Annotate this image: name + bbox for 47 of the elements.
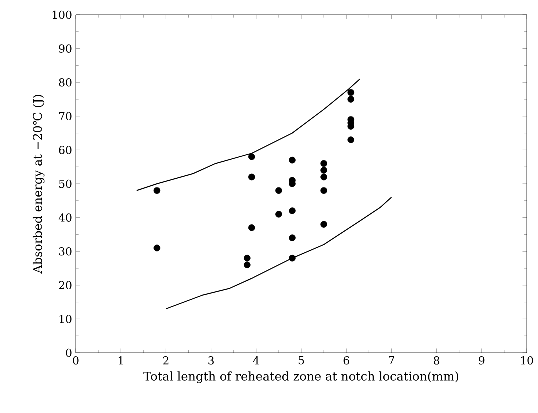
y-tick-label: 20	[59, 281, 72, 290]
y-axis-title: Absorbed energy at −20℃ (J)	[32, 95, 45, 274]
line-series	[166, 197, 392, 310]
point	[289, 234, 296, 242]
y-tick-label: 10	[60, 315, 72, 324]
y-tick-label: 80	[59, 78, 72, 87]
point	[289, 208, 296, 214]
y-tick-label: 60	[59, 146, 72, 154]
point	[244, 262, 251, 269]
point	[248, 224, 256, 232]
x-tick-label: 5	[298, 356, 304, 365]
x-tick-label: 0	[73, 356, 79, 365]
point	[154, 244, 161, 252]
point	[154, 187, 161, 194]
point	[320, 221, 328, 228]
point	[320, 187, 328, 194]
x-tick-label: 6	[344, 356, 350, 365]
point	[348, 96, 354, 103]
x-tick-label: 7	[389, 356, 394, 365]
line-series	[136, 78, 361, 192]
x-tick-label: 10	[521, 356, 534, 365]
point	[276, 187, 282, 194]
point	[248, 174, 256, 181]
y-tick-label: 50	[59, 180, 72, 188]
point	[276, 211, 282, 218]
y-tick-label: 100	[52, 10, 72, 20]
point	[289, 254, 296, 262]
point	[244, 254, 251, 262]
point	[320, 167, 328, 174]
point	[320, 174, 328, 181]
x-axis-title: Total length of reheated zone at notch location(mm)	[144, 372, 458, 384]
y-tick-label: 40	[58, 214, 72, 222]
x-tick-label: 3	[208, 356, 214, 365]
point	[348, 89, 354, 96]
y-tick-label: 30	[59, 247, 72, 256]
y-tick-label: 70	[59, 112, 72, 121]
y-tick-label: 0	[66, 348, 72, 358]
x-tick-label: 1	[118, 356, 124, 365]
y-tick-label: 90	[59, 44, 72, 53]
point	[320, 160, 328, 168]
x-tick-label: 4	[253, 356, 260, 365]
point	[289, 156, 296, 164]
x-tick-label: 9	[479, 356, 485, 365]
point	[348, 136, 354, 144]
x-tick-label: 2	[163, 356, 169, 365]
x-tick-label: 8	[434, 356, 440, 365]
point	[248, 154, 256, 160]
